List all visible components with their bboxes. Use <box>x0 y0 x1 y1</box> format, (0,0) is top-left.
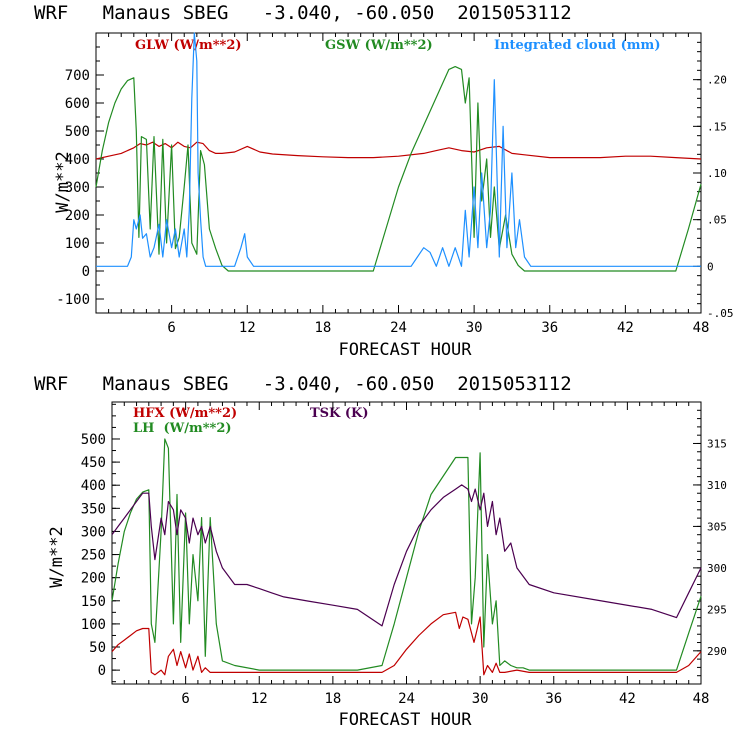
right-tick-label: 305 <box>707 520 727 533</box>
y-tick-label: 50 <box>89 640 106 656</box>
series-line-glw <box>95 141 702 160</box>
right-tick-label: 290 <box>707 645 727 658</box>
series-line-lh <box>111 438 702 671</box>
x-tick-label: 42 <box>617 320 634 336</box>
y-tick-label: 200 <box>65 208 90 224</box>
legend-cloud: Integrated cloud (mm) <box>494 38 660 53</box>
legend-glw: GLW (W/m**2) <box>135 38 242 53</box>
right-tick-label: 295 <box>707 603 727 616</box>
y-tick-label: 500 <box>65 124 90 140</box>
legend-gsw: GSW (W/m**2) <box>325 38 433 53</box>
x-tick-label: 6 <box>181 691 189 707</box>
x-tick-label: 48 <box>693 691 710 707</box>
right-tick-label: 310 <box>707 479 727 492</box>
y-tick-label: 400 <box>81 478 106 494</box>
x-tick-label: 36 <box>545 691 562 707</box>
y-tick-label: 700 <box>65 68 90 84</box>
chart-bottom-ticks: 6 12 18 24 30 36 42 48 0 50 100 150 200 250 300 350 400 4… <box>81 401 727 707</box>
right-tick-label: 0 <box>707 260 714 273</box>
chart-top-xlabel: FORECAST HOUR <box>338 340 472 360</box>
y-tick-label: 600 <box>65 96 90 112</box>
y-tick-label: 0 <box>98 663 106 679</box>
series-line-integrated <box>96 32 701 267</box>
chart-top-ylabel: W/m**2 <box>53 151 73 212</box>
y-tick-label: 100 <box>65 236 90 252</box>
x-tick-label: 12 <box>239 320 256 336</box>
y-tick-label: 150 <box>81 594 106 610</box>
chart-bottom-ylabel: W/m**2 <box>47 526 67 587</box>
legend-lh: LH (W/m**2) <box>133 421 232 436</box>
right-tick-label: .10 <box>707 167 727 180</box>
y-tick-label: 350 <box>81 501 106 517</box>
x-tick-label: 36 <box>541 320 558 336</box>
series-line-hfx <box>111 611 702 676</box>
x-tick-label: 18 <box>324 691 341 707</box>
y-tick-label: 400 <box>65 152 90 168</box>
x-tick-label: 18 <box>314 320 331 336</box>
right-tick-label: .15 <box>707 120 727 133</box>
right-tick-label: .05 <box>707 214 727 227</box>
x-tick-label: 12 <box>251 691 268 707</box>
chart-bottom: WRF Manaus SBEG -3.040, -60.050 20150531… <box>34 373 727 730</box>
chart-bottom-title: WRF Manaus SBEG -3.040, -60.050 20150531… <box>34 373 572 395</box>
right-tick-label: .20 <box>707 74 727 87</box>
y-tick-label: 450 <box>81 455 106 471</box>
y-tick-label: 100 <box>81 617 106 633</box>
x-tick-label: 24 <box>398 691 415 707</box>
y-tick-label: 500 <box>81 432 106 448</box>
chart-top-ticks: 6 12 18 24 30 36 42 48 -100 0 100 200 300 400 500 600 70… <box>56 32 734 336</box>
x-tick-label: 30 <box>466 320 483 336</box>
y-tick-label: -100 <box>56 292 90 308</box>
legend-hfx: HFX (W/m**2) <box>133 406 237 421</box>
chart-top-series <box>95 32 702 272</box>
y-tick-label: 0 <box>82 264 90 280</box>
series-line-tsk <box>111 484 702 627</box>
x-tick-label: 24 <box>390 320 407 336</box>
right-tick-label: 315 <box>707 437 727 450</box>
chart-bottom-series <box>111 438 702 676</box>
x-tick-label: 6 <box>167 320 175 336</box>
x-tick-label: 42 <box>619 691 636 707</box>
chart-bottom-xlabel: FORECAST HOUR <box>338 710 472 730</box>
y-tick-label: 300 <box>65 180 90 196</box>
chart-top-title: WRF Manaus SBEG -3.040, -60.050 20150531… <box>34 2 572 24</box>
y-tick-label: 200 <box>81 571 106 587</box>
y-tick-label: 300 <box>81 524 106 540</box>
x-tick-label: 30 <box>472 691 489 707</box>
right-tick-label: 300 <box>707 562 727 575</box>
legend-tsk: TSK (K) <box>310 406 369 421</box>
chart-top: WRF Manaus SBEG -3.040, -60.050 20150531… <box>34 2 734 360</box>
y-tick-label: 250 <box>81 548 106 564</box>
right-tick-label: -.05 <box>707 307 734 320</box>
x-tick-label: 48 <box>693 320 710 336</box>
series-line-gsw <box>95 65 702 272</box>
